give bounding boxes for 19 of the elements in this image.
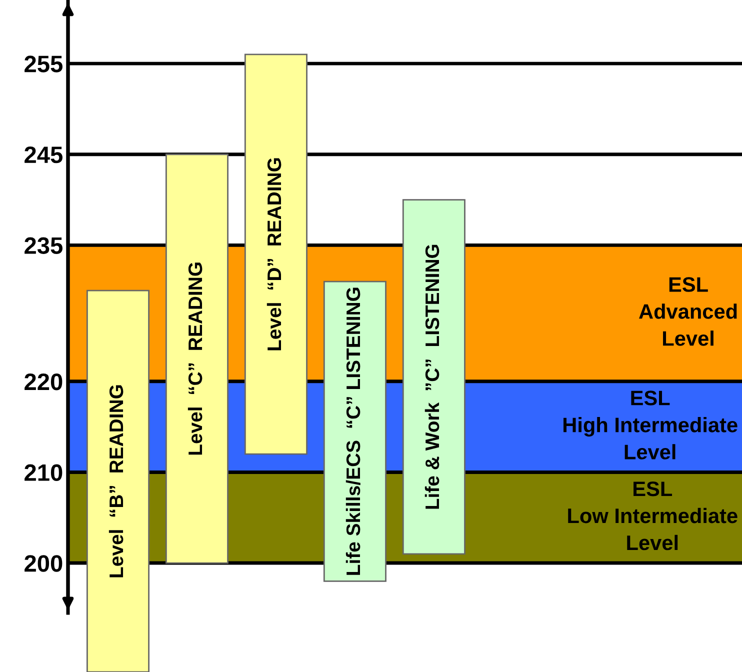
y-tick-label: 220 [24,373,62,390]
y-tick-label: 235 [24,237,62,254]
x-tick-label: Level “B” READING [108,385,124,578]
y-tick-label: 245 [24,146,62,164]
band-label: ESL Low Intermediate Level [568,481,738,550]
y-tick-label: 210 [24,464,62,482]
x-tick-label: Level “C” READING [188,262,202,455]
bar [323,280,386,582]
bar [402,199,466,555]
x-tick-label: Level “D” READING [266,158,282,350]
band-label: ESL High Intermediate Level [564,390,738,460]
bar [165,154,228,564]
x-tick-label: Life Skills/ECS “C” LISTENING [346,288,360,575]
x-tick-label: Life & Work ”C” LISTENING [424,244,440,509]
band-label: ESL Advanced Level [639,277,737,346]
y-tick-label: 255 [24,56,62,72]
bar [86,290,150,672]
bar [244,54,308,455]
y-tick-label: 200 [24,555,62,572]
